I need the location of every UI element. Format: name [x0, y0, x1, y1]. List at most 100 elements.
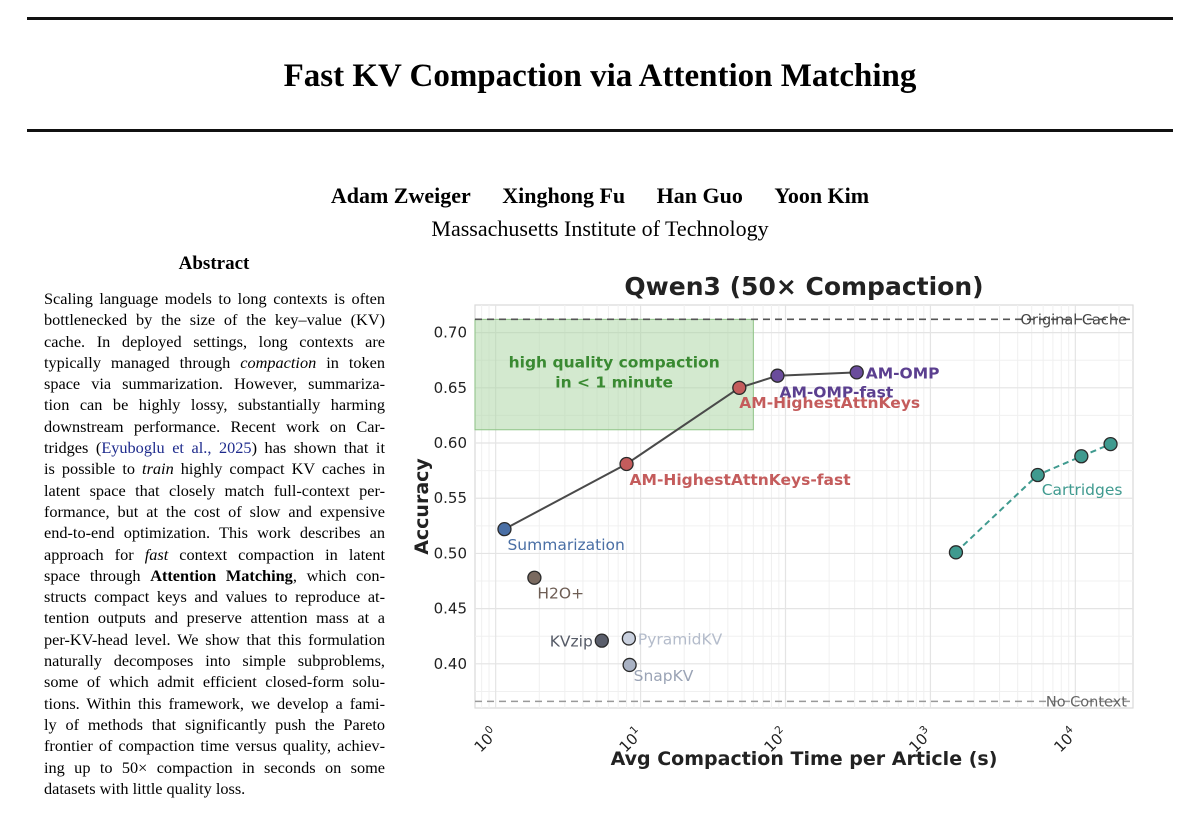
bottom-rule: [27, 129, 1173, 132]
highlight-region-label: in < 1 minute: [555, 373, 673, 391]
abstract-line: formance, but at the cost of slow and ex…: [44, 501, 385, 522]
abstract-line: bottlenecked by the size of the key–valu…: [44, 309, 385, 330]
point-label: AM-HighestAttnKeys-fast: [630, 471, 852, 489]
abstract-line: space through Attention Matching, which …: [44, 565, 385, 586]
abstract-text: ly of methods that significantly push th…: [44, 714, 385, 734]
original-cache-label: Original Cache: [1021, 312, 1128, 328]
abstract-text: ing up to 50× compaction in seconds on s…: [44, 757, 385, 777]
data-point: [621, 631, 637, 646]
abstract-text: naturally decomposes into simple subprob…: [44, 651, 385, 671]
point-label: Cartridges: [1042, 481, 1123, 499]
abstract-text: bottlenecked by the size of the key–valu…: [44, 310, 385, 330]
abstract-text: Scaling language models to long contexts…: [44, 289, 385, 308]
y-tick-label: 0.55: [434, 489, 467, 507]
highlight-region-label: high quality compaction: [509, 353, 720, 371]
author-name: Xinghong Fu: [502, 183, 626, 208]
abstract-text: is possible to: [44, 459, 143, 479]
data-point: [1103, 436, 1118, 452]
abstract-text: in token: [316, 352, 385, 372]
abstract-text: approach for: [44, 544, 145, 564]
x-tick-label: 100: [469, 724, 501, 756]
emphasis-text: compaction: [240, 352, 317, 372]
abstract-text: , which con-: [292, 565, 385, 585]
abstract-text: tridges (: [44, 438, 102, 458]
y-tick-label: 0.65: [434, 379, 467, 397]
abstract-line: approach for fast context compaction in …: [44, 544, 385, 565]
abstract-heading: Abstract: [178, 253, 250, 274]
data-point: [594, 633, 609, 648]
emphasis-text: fast: [144, 544, 169, 564]
data-point: [527, 570, 542, 585]
top-rule: [27, 17, 1173, 20]
abstract-line: some of which admit efficient closed-for…: [44, 671, 385, 692]
chart-title: Qwen3 (50× Compaction): [624, 272, 983, 301]
point-label: H2O+: [537, 585, 584, 603]
abstract-line: Scaling language models to long contexts…: [44, 288, 385, 309]
data-point: [497, 521, 512, 537]
abstract-line: typically managed through compaction in …: [44, 352, 385, 373]
abstract-text: space via summarization. However, summar…: [44, 374, 385, 394]
abstract-line: cache. In deployed settings, long contex…: [44, 331, 385, 352]
abstract-text: typically managed through: [44, 352, 241, 372]
data-point: [619, 456, 634, 472]
y-tick-label: 0.50: [434, 544, 467, 562]
point-label: KVzip: [550, 633, 593, 651]
abstract-text: ) has shown that it: [251, 438, 385, 458]
abstract-text: highly compact KV caches in: [173, 459, 385, 479]
data-point: [948, 545, 964, 560]
y-tick-label: 0.70: [434, 324, 467, 342]
abstract-text: per-KV-head level. We show that this for…: [44, 629, 385, 649]
abstract-text: formance, but at the cost of slow and ex…: [44, 501, 385, 521]
abstract-line: structs compact keys and values to repro…: [44, 586, 385, 607]
author-name: Yoon Kim: [774, 183, 870, 208]
abstract-line: space via summarization. However, summar…: [44, 373, 385, 394]
data-point: [622, 657, 637, 673]
abstract-text: datasets with little quality loss.: [44, 778, 246, 798]
abstract-line: tions. Within this framework, we develop…: [44, 693, 385, 714]
data-point: [732, 380, 747, 395]
abstract-text: tions. Within this framework, we develop…: [44, 693, 385, 713]
abstract-line: frontier of compaction time versus quali…: [44, 735, 385, 756]
citation-link[interactable]: Eyuboglu et al., 2025: [101, 438, 252, 458]
abstract-line: downstream performance. Recent work on C…: [44, 416, 385, 437]
point-label: Summarization: [507, 536, 624, 554]
y-axis-label: Accuracy: [411, 458, 433, 555]
abstract-line: tention outputs and preserve attention m…: [44, 607, 385, 628]
abstract-text: some of which admit efficient closed-for…: [44, 672, 385, 692]
paper-title: Fast KV Compaction via Attention Matchin…: [283, 58, 917, 94]
abstract-line: latent space that closely match full-con…: [44, 480, 385, 501]
emphasis-text: train: [142, 459, 174, 479]
point-label: AM-OMP-fast: [779, 384, 893, 402]
author-name: Adam Zweiger: [330, 183, 471, 208]
data-point: [1074, 449, 1089, 464]
author-name: Han Guo: [656, 183, 743, 208]
point-label: PyramidKV: [638, 630, 723, 648]
abstract-line: naturally decomposes into simple subprob…: [44, 650, 385, 671]
highlight-region: [474, 318, 754, 431]
abstract-line: is possible to train highly compact KV c…: [44, 458, 385, 479]
point-label: AM-OMP: [866, 364, 940, 382]
x-axis-label: Avg Compaction Time per Article (s): [611, 748, 998, 770]
accuracy-vs-time-chart: high quality compaction in < 1 minute Orig…: [411, 272, 1134, 770]
point-label: SnapKV: [634, 667, 694, 685]
abstract-text: cache. In deployed settings, long contex…: [44, 331, 385, 351]
bold-text: Attention Matching: [150, 565, 293, 585]
abstract-line: per-KV-head level. We show that this for…: [44, 629, 385, 650]
data-point: [770, 368, 785, 383]
abstract-text: structs compact keys and values to repro…: [44, 587, 385, 607]
y-tick-label: 0.40: [434, 655, 467, 673]
abstract-body: Scaling language models to long contexts…: [44, 288, 385, 799]
x-tick-label: 104: [1049, 723, 1082, 756]
series-line: [955, 443, 1111, 554]
abstract-text: tion can be highly lossy, substantially …: [44, 395, 385, 415]
abstract-line: end-to-end optimization. This work descr…: [44, 522, 385, 543]
abstract-text: space through: [44, 565, 151, 585]
author-list: Adam Zweiger Xinghong Fu Han Guo Yoon Ki…: [0, 183, 1200, 209]
y-tick-label: 0.45: [434, 600, 467, 618]
no-context-label: No Context: [1046, 694, 1127, 710]
abstract-text: frontier of compaction time versus quali…: [44, 736, 385, 756]
abstract-line: tion can be highly lossy, substantially …: [44, 394, 385, 415]
point-label: AM-HighestAttnKeys: [739, 394, 920, 412]
abstract-line: datasets with little quality loss.: [44, 778, 385, 799]
chart-figure: high quality compaction in < 1 minute Orig…: [400, 260, 1180, 780]
